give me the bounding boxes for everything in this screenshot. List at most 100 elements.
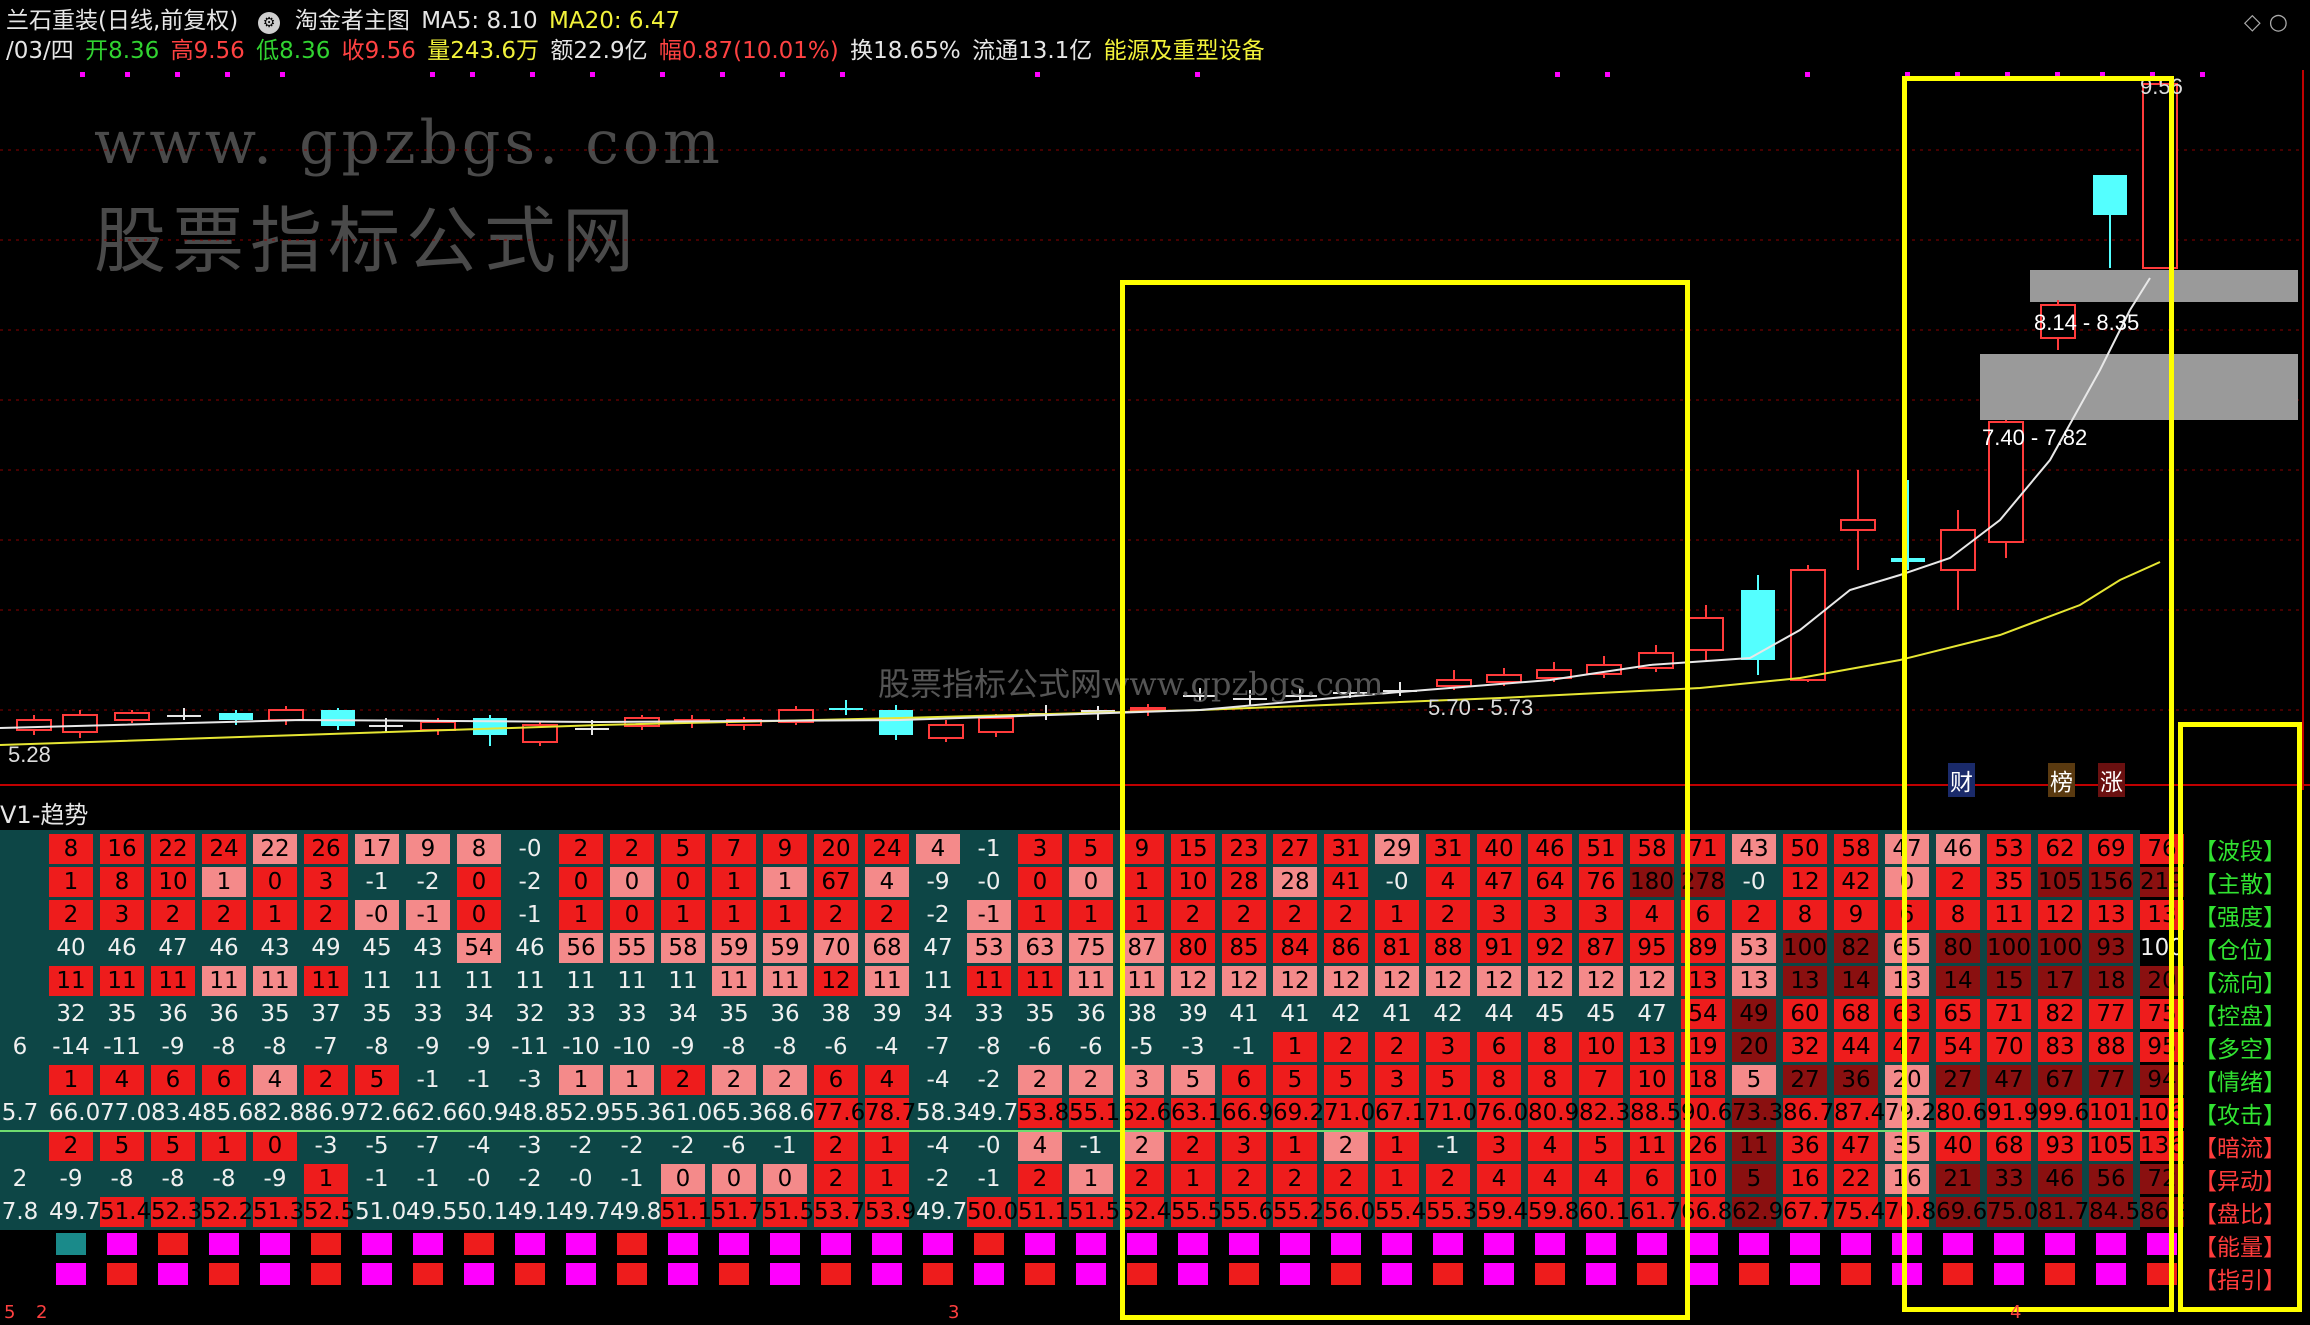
candlestick-chart[interactable]: 9.56 8.14 - 8.35 7.40 - 7.82 5.70 - 5.73… bbox=[0, 70, 2310, 790]
grid-cell: 48.8 bbox=[508, 1100, 560, 1126]
date-axis: 5 2 3 4 bbox=[0, 1300, 2310, 1325]
diamond-icon[interactable]: ◇ bbox=[2243, 10, 2269, 35]
grid-cell: 68 bbox=[1834, 999, 1878, 1029]
grid-cell: -4 bbox=[926, 1067, 950, 1093]
grid-cell: 93 bbox=[2089, 933, 2133, 963]
grid-cell: -10 bbox=[562, 1034, 600, 1060]
grid-cell: 2 bbox=[1324, 900, 1368, 930]
grid-cell: -1 bbox=[977, 1166, 1001, 1192]
signal-dots bbox=[80, 72, 2205, 77]
signal-square bbox=[1535, 1233, 1565, 1255]
grid-cell: 58.3 bbox=[916, 1100, 968, 1126]
grid-cell: -9 bbox=[263, 1166, 287, 1192]
grid-cell: 52.3 bbox=[151, 1197, 203, 1227]
grid-cell: 3 bbox=[1528, 900, 1572, 930]
gear-icon[interactable]: ⚙ bbox=[258, 12, 280, 34]
sector-label[interactable]: 能源及重型设备 bbox=[1103, 38, 1265, 64]
grid-cell: 1 bbox=[1171, 1164, 1215, 1194]
grid-cell: 2 bbox=[610, 834, 654, 864]
grid-cell: -1 bbox=[406, 900, 450, 930]
grid-cell: -9 bbox=[671, 1034, 695, 1060]
signal-square bbox=[821, 1263, 851, 1285]
row-label[interactable]: 【仓位】 bbox=[2194, 938, 2286, 964]
ma5-line bbox=[0, 277, 2151, 729]
row-label[interactable]: 【控盘】 bbox=[2194, 1004, 2286, 1030]
grid-cell: 4 bbox=[1528, 1164, 1572, 1194]
grid-cell: 43 bbox=[260, 935, 290, 961]
axis-tick-right: 4 bbox=[2010, 1302, 2022, 1323]
grid-cell: 10 bbox=[1630, 1065, 1674, 1095]
signal-square bbox=[1943, 1233, 1973, 1255]
grid-cell: -10 bbox=[613, 1034, 651, 1060]
grid-cell: 7.8 bbox=[1, 1199, 39, 1225]
signal-square bbox=[974, 1263, 1004, 1285]
row-label[interactable]: 【多空】 bbox=[2194, 1037, 2286, 1063]
row-label[interactable]: 【异动】 bbox=[2194, 1169, 2286, 1195]
grid-cell: 87 bbox=[1120, 933, 1164, 963]
change-value: 0.87(10.01%) bbox=[681, 38, 839, 64]
grid-cell: 1 bbox=[1273, 1131, 1317, 1161]
signal-square bbox=[311, 1263, 341, 1285]
row-label[interactable]: 【盘比】 bbox=[2194, 1202, 2286, 1228]
signal-square bbox=[515, 1233, 545, 1255]
grid-cell: 51.7 bbox=[712, 1197, 764, 1227]
signal-square bbox=[1790, 1233, 1820, 1255]
row-label[interactable]: 【主散】 bbox=[2194, 872, 2286, 898]
grid-cell: -4 bbox=[926, 1133, 950, 1159]
grid-cell: 105 bbox=[2038, 867, 2082, 897]
grid-cell: 2 bbox=[814, 1164, 858, 1194]
grid-cell: 47 bbox=[1477, 867, 1521, 897]
tag-zhang[interactable]: 涨 bbox=[2098, 763, 2125, 797]
grid-cell: -2 bbox=[518, 869, 542, 895]
grid-cell: 51.0 bbox=[355, 1199, 407, 1225]
candles bbox=[16, 78, 2178, 746]
amount-label: 额 bbox=[550, 38, 574, 64]
grid-cell: 77.0 bbox=[100, 1100, 152, 1126]
row-label[interactable]: 【指引】 bbox=[2194, 1268, 2286, 1294]
grid-cell: 86.7 bbox=[1783, 1098, 1835, 1128]
change-label: 幅 bbox=[658, 38, 682, 64]
signal-square bbox=[668, 1233, 698, 1255]
grid-separator bbox=[0, 1130, 2140, 1132]
grid-cell: 53 bbox=[1732, 933, 1776, 963]
grid-cell: 24 bbox=[202, 834, 246, 864]
window-controls[interactable]: ◇○ bbox=[2244, 10, 2296, 35]
row-label[interactable]: 【流向】 bbox=[2194, 971, 2286, 997]
close-label: 收 bbox=[341, 38, 365, 64]
grid-cell: 2 bbox=[49, 1131, 93, 1161]
row-label[interactable]: 【波段】 bbox=[2194, 839, 2286, 865]
row-label[interactable]: 【情绪】 bbox=[2194, 1070, 2286, 1096]
grid-cell: 49.7 bbox=[49, 1199, 101, 1225]
grid-cell: 33 bbox=[1987, 1164, 2031, 1194]
signal-square bbox=[2045, 1233, 2075, 1255]
row-label[interactable]: 【能量】 bbox=[2194, 1235, 2286, 1261]
signal-square bbox=[1178, 1263, 1208, 1285]
candle-body bbox=[1988, 421, 2024, 543]
row-label[interactable]: 【暗流】 bbox=[2194, 1136, 2286, 1162]
indicator-panel-title[interactable]: V1-趋势 bbox=[0, 801, 89, 829]
grid-cell: -0 bbox=[977, 1133, 1001, 1159]
grid-cell: -14 bbox=[52, 1034, 90, 1060]
grid-cell: 8 bbox=[100, 867, 144, 897]
axis-tick-mid1: 2 bbox=[36, 1302, 48, 1323]
grid-cell: -1 bbox=[620, 1166, 644, 1192]
grid-cell: 100 bbox=[1987, 933, 2031, 963]
grid-cell: 9 bbox=[1834, 900, 1878, 930]
row-label[interactable]: 【强度】 bbox=[2194, 905, 2286, 931]
grid-cell: 11 bbox=[304, 966, 348, 996]
grid-cell: 32 bbox=[56, 1001, 86, 1027]
stock-title[interactable]: 兰石重装(日线,前复权) bbox=[6, 8, 239, 34]
grid-cell: 82 bbox=[2038, 999, 2082, 1029]
grid-cell: 0 bbox=[457, 867, 501, 897]
tag-cai[interactable]: 财 bbox=[1948, 763, 1975, 797]
settings-circle-icon[interactable]: ○ bbox=[2268, 10, 2296, 35]
row-label[interactable]: 【攻击】 bbox=[2194, 1103, 2286, 1129]
tag-bang[interactable]: 榜 bbox=[2048, 763, 2075, 797]
zone-upper-label: 8.14 - 8.35 bbox=[2034, 310, 2139, 335]
candle-body bbox=[1333, 692, 1367, 694]
grid-cell: 13 bbox=[1783, 966, 1827, 996]
grid-cell: 5.7 bbox=[1, 1100, 39, 1126]
signal-square bbox=[923, 1263, 953, 1285]
signal-square bbox=[1586, 1263, 1616, 1285]
indicator-name[interactable]: 淘金者主图 bbox=[294, 8, 410, 34]
